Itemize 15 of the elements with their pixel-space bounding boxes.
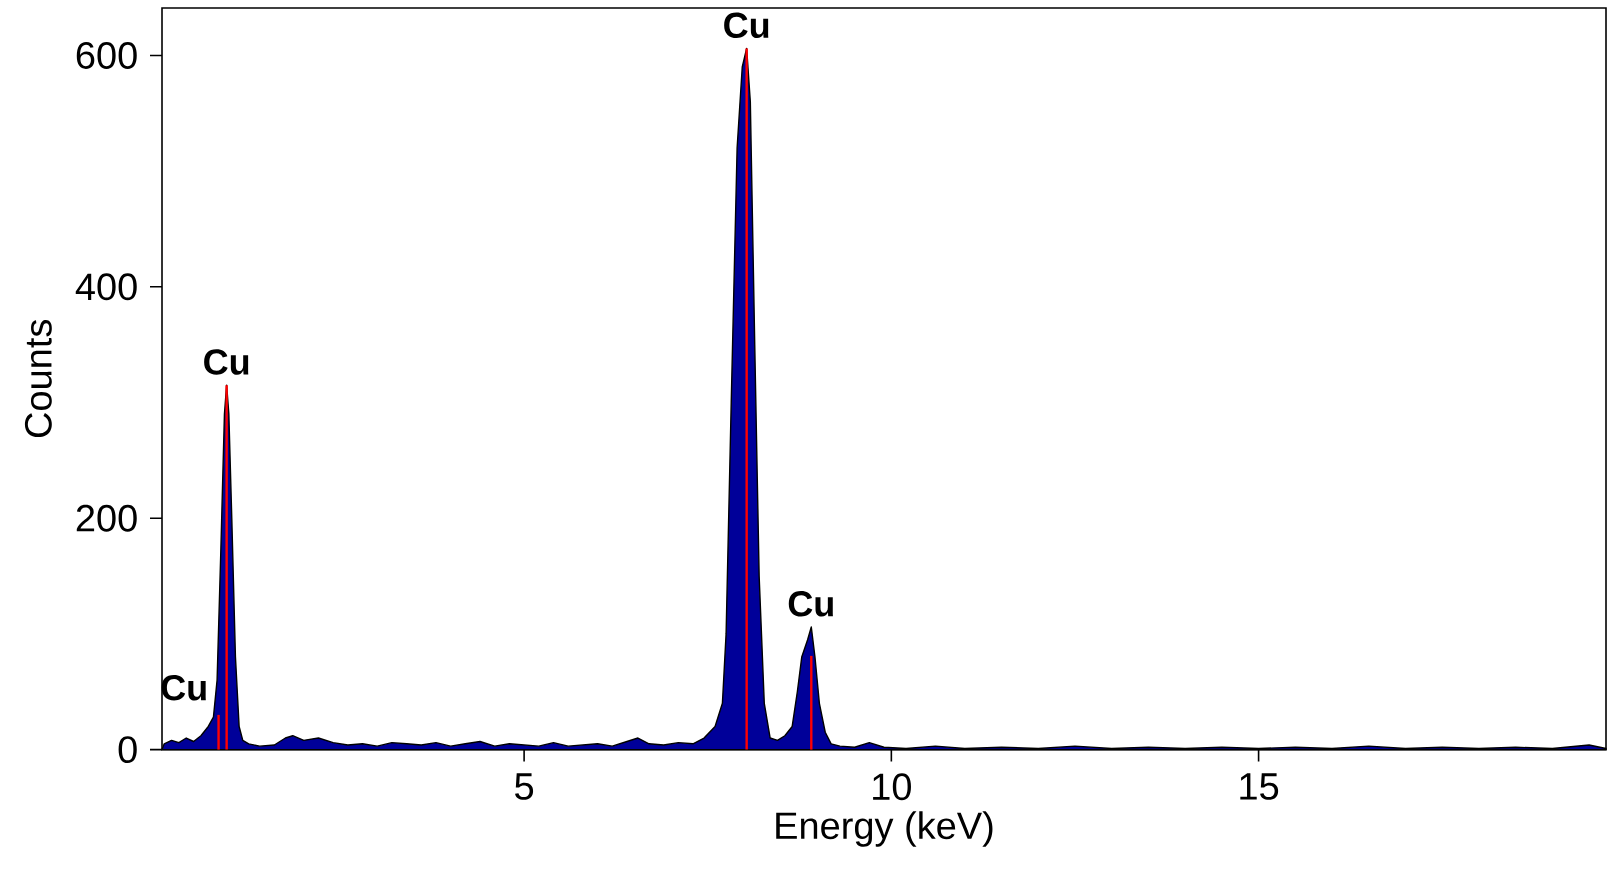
bar <box>217 714 220 750</box>
y-tick-label: 400 <box>75 273 137 301</box>
annotation: Cu <box>204 349 249 375</box>
bar <box>225 385 228 750</box>
y-tick-label: 600 <box>76 41 137 69</box>
x-tick-label: 15 <box>1240 773 1279 800</box>
annotation: Cu <box>788 591 833 617</box>
bar <box>745 48 748 750</box>
x-tick-label: 10 <box>873 773 911 801</box>
x-axis-title: Energy (keV) <box>776 811 993 847</box>
y-axis-title: Counts <box>24 319 52 438</box>
annotation: Cu <box>724 12 769 39</box>
y-tick-label: 0 <box>118 736 137 764</box>
x-tick-label: 5 <box>515 773 534 800</box>
y-tick-label: 200 <box>76 504 137 532</box>
